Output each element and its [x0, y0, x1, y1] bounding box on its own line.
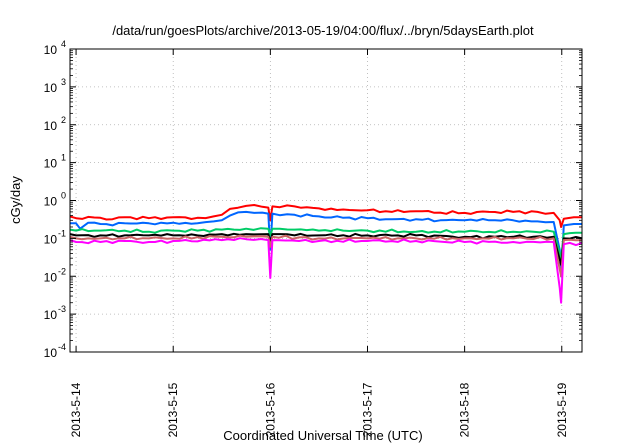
grid-lines: [70, 49, 582, 352]
y-tick-label: 10: [44, 270, 58, 284]
y-tick-label-exponent: 4: [61, 39, 66, 49]
y-tick-label: 10: [44, 232, 58, 246]
series-lines: [69, 204, 583, 304]
y-tick-label: 10: [44, 308, 58, 322]
series-line-6: [69, 237, 583, 304]
chart-title: /data/run/goesPlots/archive/2013-05-19/0…: [112, 23, 534, 38]
series-line-5: [69, 234, 583, 278]
y-tick-label-exponent: -3: [58, 304, 66, 314]
y-tick-label-base: 10: [44, 157, 58, 171]
y-tick-label-base: 10: [44, 308, 58, 322]
y-tick-label-exponent: 2: [61, 115, 66, 125]
y-tick-label-exponent: 1: [61, 153, 66, 163]
x-tick-label: 2013-5-15: [166, 382, 180, 437]
y-tick-label-exponent: -1: [58, 228, 66, 238]
x-axis-label: Coordinated Universal Time (UTC): [223, 428, 422, 443]
y-tick-label-base: 10: [44, 195, 58, 209]
y-tick-label-exponent: -2: [58, 266, 66, 276]
y-tick-label-base: 10: [44, 119, 58, 133]
x-axis-ticks: 2013-5-14 2013-5-15 2013-5-16 2013-5-17 2013…: [69, 49, 569, 437]
y-tick-label: 10: [44, 43, 58, 57]
y-tick-label-exponent: -4: [58, 342, 66, 352]
series-line-1: [69, 204, 582, 228]
x-tick-label: 2013-5-17: [360, 382, 374, 437]
y-tick-label-exponent: 3: [61, 77, 66, 87]
y-tick-label-exponent: 0: [61, 191, 66, 201]
y-tick-label: 10: [44, 195, 58, 209]
y-axis-label: cGy/day: [8, 176, 23, 224]
y-tick-label: 10: [44, 346, 58, 360]
y-tick-label: 10: [44, 119, 58, 133]
x-tick-label: 2013-5-16: [263, 382, 277, 437]
y-tick-label-base: 10: [44, 43, 58, 57]
y-tick-label: 10: [44, 157, 58, 171]
x-tick-label: 2013-5-18: [458, 382, 472, 437]
x-tick-label: 2013-5-19: [555, 382, 569, 437]
series-line-2: [70, 210, 582, 278]
y-tick-label-base: 10: [44, 232, 58, 246]
x-tick-label: 2013-5-14: [69, 382, 83, 437]
y-tick-label-base: 10: [44, 346, 58, 360]
y-tick-label-base: 10: [44, 81, 58, 95]
y-tick-label-base: 10: [44, 270, 58, 284]
series-line-3: [69, 227, 582, 260]
y-tick-label: 10: [44, 81, 58, 95]
